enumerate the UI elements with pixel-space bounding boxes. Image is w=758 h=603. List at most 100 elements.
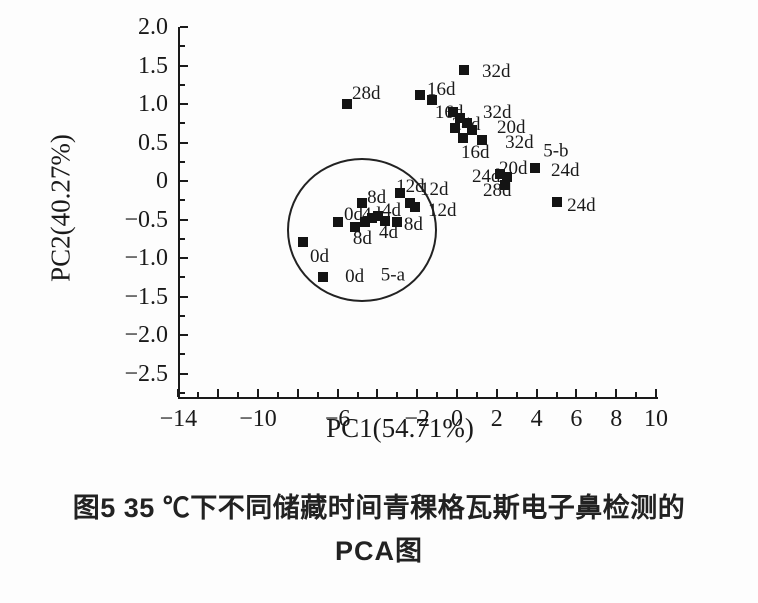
data-point (466, 125, 477, 136)
cluster-circle (287, 157, 438, 302)
data-point-label: 16d (426, 78, 456, 100)
y-tick-label: 1.5 (138, 52, 168, 79)
x-tick (575, 389, 578, 397)
x-tick (495, 389, 498, 397)
y-tick (180, 45, 185, 48)
x-tick (416, 389, 419, 397)
y-tick (180, 199, 185, 202)
data-point (360, 216, 371, 227)
data-point (461, 118, 472, 129)
data-point (454, 112, 465, 123)
x-axis-title: PC1(54.71%) (326, 413, 474, 443)
y-tick-label: −2.0 (124, 322, 168, 348)
x-tick (635, 392, 638, 397)
data-point (318, 272, 329, 283)
y-tick-label: −0.5 (124, 206, 168, 233)
x-tick (396, 392, 399, 397)
y-tick (180, 353, 185, 356)
y-tick (180, 391, 185, 394)
data-point (332, 216, 343, 227)
data-point-label: 8d (367, 187, 387, 209)
y-tick (180, 26, 188, 28)
y-tick (180, 218, 188, 221)
y-tick (180, 180, 188, 182)
y-tick-label: 2.0 (138, 14, 168, 40)
data-point (552, 196, 563, 207)
x-tick (217, 389, 220, 397)
y-tick (180, 276, 185, 279)
data-point-label: 24d (471, 166, 501, 188)
x-tick-label: −10 (239, 406, 277, 432)
data-point (367, 212, 378, 223)
y-tick-label: −1.5 (124, 283, 168, 310)
y-axis-line (178, 27, 180, 399)
data-point-label: 4d (378, 222, 398, 244)
data-point (410, 202, 420, 213)
y-tick (180, 64, 188, 67)
x-tick (456, 389, 458, 397)
data-point (448, 106, 459, 117)
data-point (494, 169, 505, 180)
data-point-label: 32d (483, 101, 512, 123)
x-tick (515, 392, 518, 397)
x-tick-label: 0 (451, 406, 463, 432)
y-tick (180, 160, 185, 163)
data-point (357, 198, 368, 209)
data-point (501, 172, 512, 183)
data-point-label: 12d (420, 179, 449, 201)
data-point-label: 8d (352, 228, 372, 250)
data-point-label: 20d (496, 117, 526, 139)
x-tick (376, 389, 379, 397)
data-point (477, 135, 488, 146)
data-point (372, 210, 383, 221)
figure-caption-line1: 图5 35 ℃下不同储藏时间青稞格瓦斯电子鼻检测的 (72, 493, 686, 523)
data-point (341, 99, 352, 109)
x-tick-label: 2 (490, 406, 503, 432)
x-tick-label: −6 (324, 406, 351, 432)
data-point-label: 16d (460, 141, 490, 163)
x-tick-label: 6 (570, 406, 583, 432)
y-tick-label: 1.0 (138, 91, 168, 117)
figure-caption-line2: PCA图 (334, 536, 423, 566)
y-tick-label: −1.0 (124, 245, 168, 271)
x-tick (655, 389, 657, 397)
data-point (458, 65, 469, 76)
x-tick-label: 8 (610, 406, 623, 432)
x-tick (436, 392, 439, 397)
data-point-label: 0d (345, 266, 365, 288)
x-tick (296, 389, 299, 397)
x-tick (356, 392, 359, 397)
data-point (395, 188, 406, 199)
data-point-label: 24d (567, 194, 596, 216)
data-point (379, 216, 390, 227)
data-point (499, 179, 510, 190)
data-point (414, 89, 425, 100)
x-tick (595, 392, 598, 397)
x-tick (535, 389, 538, 397)
data-point (391, 216, 402, 227)
y-tick (180, 141, 188, 144)
data-point-label: 28d (351, 83, 381, 104)
y-tick (180, 314, 185, 317)
x-tick (197, 392, 200, 397)
y-tick (180, 295, 188, 298)
y-tick (180, 334, 188, 336)
y-tick (180, 257, 188, 259)
data-point (450, 122, 460, 133)
cluster-annotation: 5-b (543, 140, 569, 162)
x-tick (257, 389, 259, 397)
x-tick-label: 4 (530, 406, 543, 432)
data-point-label: 4d (382, 199, 402, 221)
data-point (297, 236, 308, 247)
x-tick (276, 392, 279, 397)
x-tick (237, 392, 240, 397)
data-point-label: 0d (309, 245, 329, 267)
y-tick-label: 0 (156, 168, 168, 194)
data-point (457, 132, 468, 143)
y-tick (180, 122, 185, 125)
y-tick (180, 372, 188, 375)
y-tick (180, 237, 185, 240)
data-point-label: 32d (505, 132, 534, 154)
x-tick-label: −14 (159, 406, 198, 432)
data-point (349, 222, 360, 233)
